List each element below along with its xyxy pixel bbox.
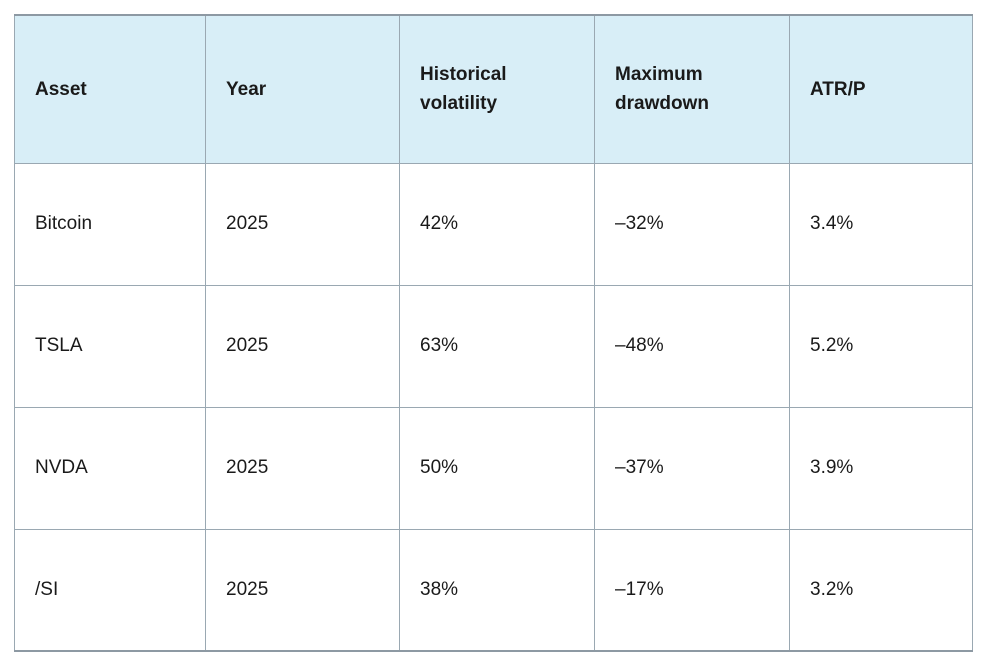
cell-volatility: 50% <box>399 406 595 530</box>
cell-asset: Bitcoin <box>14 162 206 286</box>
cell-volatility: 38% <box>399 528 595 652</box>
cell-year: 2025 <box>205 406 400 530</box>
cell-atrp: 3.9% <box>789 406 973 530</box>
cell-drawdown: –37% <box>594 406 790 530</box>
cell-volatility: 42% <box>399 162 595 286</box>
cell-year: 2025 <box>205 162 400 286</box>
table-row-tsla: TSLA 2025 63% –48% 5.2% <box>14 284 973 408</box>
table-header: Asset Year Historical volatility Maximum… <box>14 14 973 164</box>
column-header-atrp: ATR/P <box>789 14 973 164</box>
cell-asset: NVDA <box>14 406 206 530</box>
column-header-maximum-drawdown: Maximum drawdown <box>594 14 790 164</box>
cell-atrp: 3.4% <box>789 162 973 286</box>
header-row: Asset Year Historical volatility Maximum… <box>14 14 973 164</box>
table-row-bitcoin: Bitcoin 2025 42% –32% 3.4% <box>14 162 973 286</box>
cell-asset: TSLA <box>14 284 206 408</box>
cell-drawdown: –17% <box>594 528 790 652</box>
cell-atrp: 5.2% <box>789 284 973 408</box>
table-row-si-futures: /SI 2025 38% –17% 3.2% <box>14 528 973 652</box>
asset-metrics-table: Asset Year Historical volatility Maximum… <box>14 14 973 652</box>
cell-drawdown: –48% <box>594 284 790 408</box>
cell-drawdown: –32% <box>594 162 790 286</box>
cell-atrp: 3.2% <box>789 528 973 652</box>
cell-year: 2025 <box>205 528 400 652</box>
cell-asset: /SI <box>14 528 206 652</box>
table-row-nvda: NVDA 2025 50% –37% 3.9% <box>14 406 973 530</box>
table-body: Bitcoin 2025 42% –32% 3.4% TSLA 2025 63%… <box>14 162 973 652</box>
cell-year: 2025 <box>205 284 400 408</box>
column-header-year: Year <box>205 14 400 164</box>
column-header-historical-volatility: Historical volatility <box>399 14 595 164</box>
column-header-asset: Asset <box>14 14 206 164</box>
cell-volatility: 63% <box>399 284 595 408</box>
